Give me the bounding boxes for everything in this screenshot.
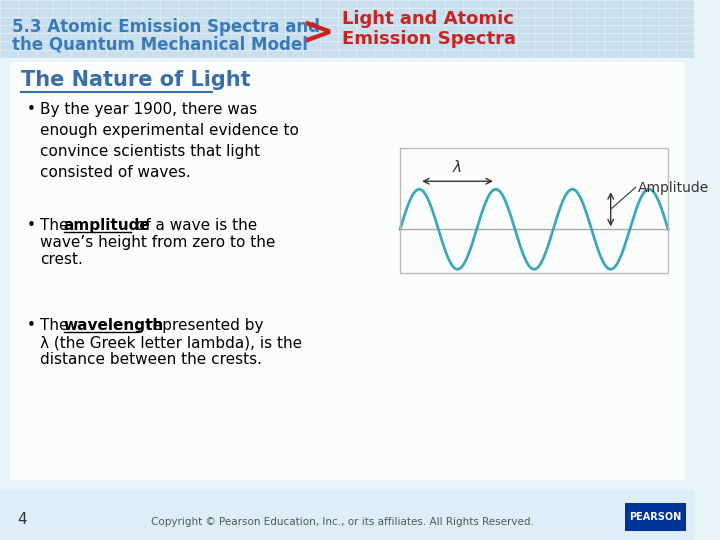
Text: The: The [40, 218, 74, 233]
Text: amplitude: amplitude [63, 218, 150, 233]
Text: •: • [27, 218, 36, 233]
Text: $\lambda$: $\lambda$ [452, 159, 462, 176]
Text: λ (the Greek letter lambda), is the: λ (the Greek letter lambda), is the [40, 335, 302, 350]
FancyBboxPatch shape [625, 503, 686, 531]
Text: >: > [302, 14, 335, 52]
Text: of a wave is the: of a wave is the [131, 218, 257, 233]
Text: Amplitude: Amplitude [638, 181, 709, 195]
Text: The: The [40, 318, 74, 333]
FancyBboxPatch shape [0, 0, 694, 58]
Text: wave’s height from zero to the: wave’s height from zero to the [40, 235, 276, 250]
Text: PEARSON: PEARSON [629, 512, 682, 522]
Text: 4: 4 [17, 512, 27, 528]
Text: the Quantum Mechanical Model: the Quantum Mechanical Model [12, 36, 307, 54]
Text: crest.: crest. [40, 252, 84, 267]
FancyBboxPatch shape [9, 62, 685, 480]
Text: wavelength: wavelength [63, 318, 164, 333]
Text: By the year 1900, there was
enough experimental evidence to
convince scientists : By the year 1900, there was enough exper… [40, 102, 300, 180]
Text: , represented by: , represented by [137, 318, 264, 333]
Text: •: • [27, 318, 36, 333]
Text: Copyright © Pearson Education, Inc., or its affiliates. All Rights Reserved.: Copyright © Pearson Education, Inc., or … [150, 517, 534, 527]
Text: •: • [27, 102, 36, 117]
Text: Emission Spectra: Emission Spectra [342, 30, 516, 48]
FancyBboxPatch shape [0, 490, 694, 540]
Text: 5.3 Atomic Emission Spectra and: 5.3 Atomic Emission Spectra and [12, 18, 320, 36]
Text: The Nature of Light: The Nature of Light [21, 70, 251, 90]
Text: distance between the crests.: distance between the crests. [40, 352, 263, 367]
Text: Light and Atomic: Light and Atomic [342, 10, 514, 28]
